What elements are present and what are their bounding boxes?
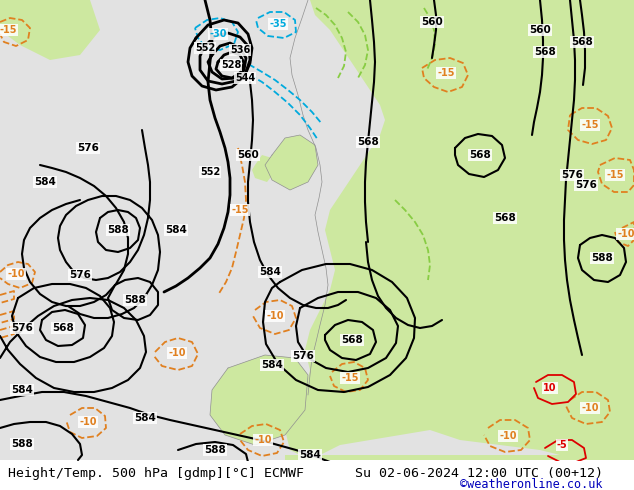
Text: 568: 568 — [341, 335, 363, 345]
Text: 584: 584 — [11, 385, 33, 395]
Text: 584: 584 — [259, 267, 281, 277]
Text: 576: 576 — [11, 323, 33, 333]
Polygon shape — [285, 455, 634, 460]
Text: -15: -15 — [581, 120, 598, 130]
Text: Su 02-06-2024 12:00 UTC (00+12): Su 02-06-2024 12:00 UTC (00+12) — [355, 466, 603, 480]
Text: -10: -10 — [581, 403, 598, 413]
Text: 568: 568 — [494, 213, 516, 223]
Text: 576: 576 — [77, 143, 99, 153]
Text: 576: 576 — [69, 270, 91, 280]
Text: -15: -15 — [437, 68, 455, 78]
Text: -10: -10 — [254, 435, 272, 445]
Text: -10: -10 — [168, 348, 186, 358]
Text: -10: -10 — [79, 417, 97, 427]
Text: -30: -30 — [209, 29, 227, 39]
Text: 576: 576 — [292, 351, 314, 361]
Text: 552: 552 — [200, 167, 220, 177]
Polygon shape — [210, 355, 308, 445]
Text: 588: 588 — [11, 439, 33, 449]
Text: 544: 544 — [235, 73, 255, 83]
Polygon shape — [252, 155, 275, 182]
Text: 560: 560 — [237, 150, 259, 160]
Polygon shape — [0, 461, 634, 490]
Polygon shape — [0, 0, 100, 60]
Text: 576: 576 — [561, 170, 583, 180]
Text: 560: 560 — [421, 17, 443, 27]
Text: 588: 588 — [107, 225, 129, 235]
Text: Height/Temp. 500 hPa [gdmp][°C] ECMWF: Height/Temp. 500 hPa [gdmp][°C] ECMWF — [8, 466, 304, 480]
Text: 588: 588 — [204, 445, 226, 455]
Text: -10: -10 — [7, 269, 25, 279]
Text: 568: 568 — [52, 323, 74, 333]
Text: 528: 528 — [221, 60, 241, 70]
Text: 536: 536 — [230, 45, 250, 55]
Text: 568: 568 — [357, 137, 379, 147]
Polygon shape — [265, 135, 318, 190]
Text: -10: -10 — [618, 229, 634, 239]
Text: 560: 560 — [529, 25, 551, 35]
Text: ©weatheronline.co.uk: ©weatheronline.co.uk — [460, 477, 602, 490]
Text: 568: 568 — [469, 150, 491, 160]
Text: 10: 10 — [543, 383, 557, 393]
Polygon shape — [0, 0, 634, 460]
Text: -15: -15 — [0, 25, 16, 35]
Text: 584: 584 — [299, 450, 321, 460]
Text: 568: 568 — [534, 47, 556, 57]
Text: 584: 584 — [165, 225, 187, 235]
Text: 568: 568 — [571, 37, 593, 47]
Text: -15: -15 — [341, 373, 359, 383]
Text: 576: 576 — [575, 180, 597, 190]
Text: 588: 588 — [124, 295, 146, 305]
Text: -35: -35 — [269, 19, 287, 29]
Text: -10: -10 — [499, 431, 517, 441]
Text: 552: 552 — [195, 43, 215, 53]
Text: -5: -5 — [557, 440, 567, 450]
Polygon shape — [285, 0, 634, 460]
Text: 584: 584 — [261, 360, 283, 370]
Text: -15: -15 — [606, 170, 624, 180]
Text: 584: 584 — [134, 413, 156, 423]
Text: -15: -15 — [231, 205, 249, 215]
Text: -10: -10 — [266, 311, 284, 321]
Text: 584: 584 — [34, 177, 56, 187]
Text: 588: 588 — [591, 253, 613, 263]
